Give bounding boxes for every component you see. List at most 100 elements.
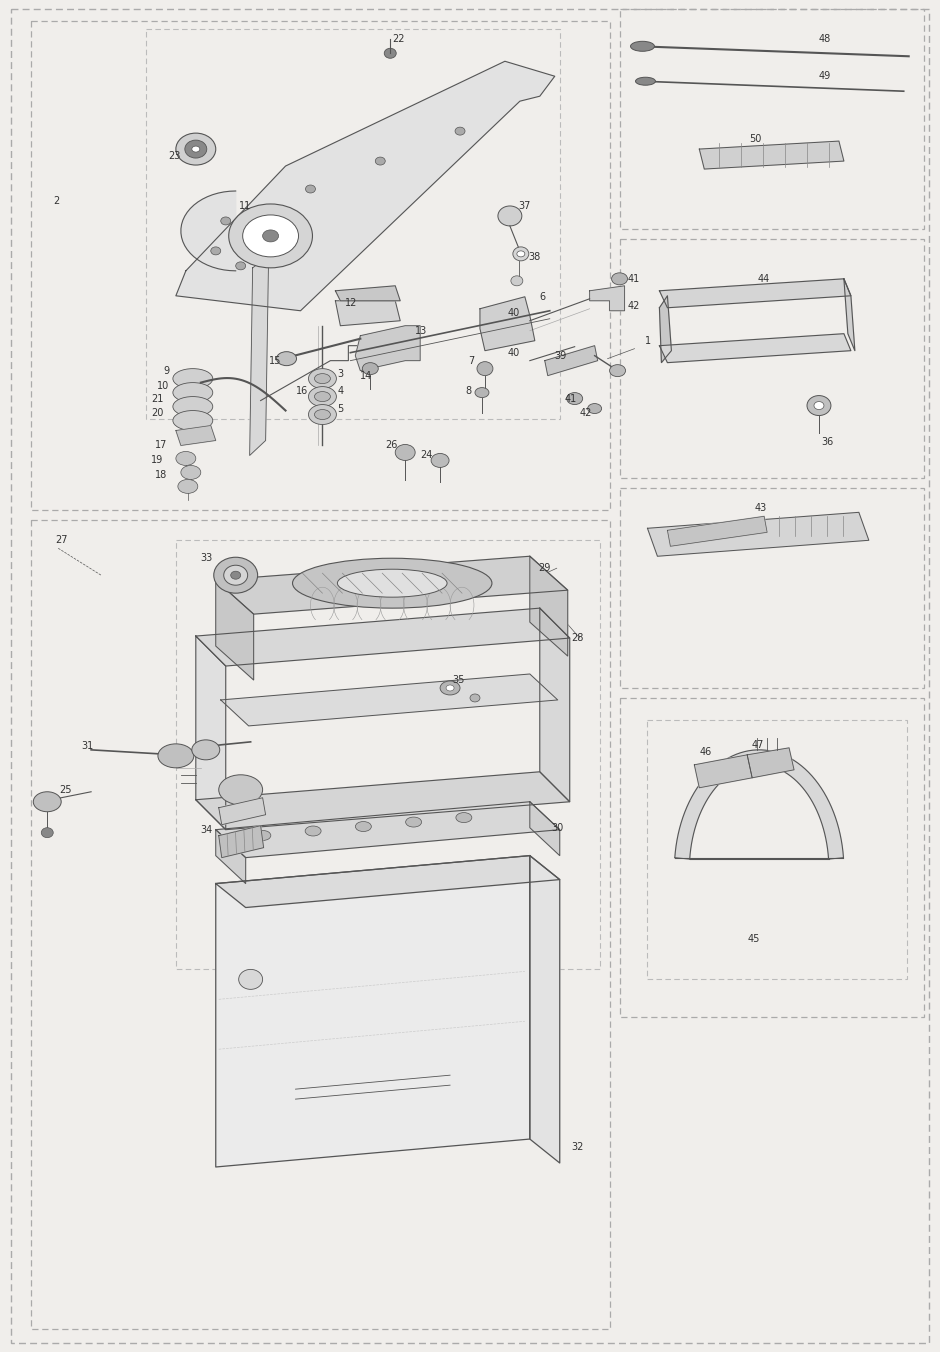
Text: 37: 37 [518, 201, 530, 211]
Text: 45: 45 [747, 934, 760, 945]
Text: 49: 49 [819, 72, 831, 81]
Bar [146, 30, 559, 419]
Text: 35: 35 [452, 675, 464, 685]
Text: 40: 40 [508, 308, 520, 318]
Ellipse shape [292, 558, 492, 608]
Bar [619, 698, 924, 1017]
Ellipse shape [362, 362, 378, 375]
Ellipse shape [306, 185, 316, 193]
Ellipse shape [211, 247, 221, 256]
Ellipse shape [178, 480, 197, 493]
Text: 14: 14 [360, 370, 372, 381]
Text: 42: 42 [580, 407, 592, 418]
Polygon shape [196, 772, 570, 830]
Text: 17: 17 [155, 441, 167, 450]
Text: 50: 50 [749, 134, 761, 145]
Text: 26: 26 [385, 441, 398, 450]
Polygon shape [216, 830, 245, 884]
Text: 11: 11 [239, 201, 251, 211]
Ellipse shape [213, 557, 258, 594]
Text: 5: 5 [337, 403, 344, 414]
Polygon shape [176, 61, 555, 311]
Ellipse shape [185, 141, 207, 158]
Ellipse shape [431, 453, 449, 468]
Ellipse shape [475, 388, 489, 397]
Polygon shape [660, 334, 851, 362]
Ellipse shape [228, 204, 312, 268]
Polygon shape [216, 556, 568, 614]
Ellipse shape [477, 361, 493, 376]
Polygon shape [589, 285, 624, 311]
Ellipse shape [375, 157, 385, 165]
Text: 31: 31 [81, 741, 93, 750]
Ellipse shape [337, 569, 447, 598]
Polygon shape [219, 826, 263, 857]
Ellipse shape [276, 352, 296, 365]
Text: 19: 19 [151, 456, 164, 465]
Text: 12: 12 [345, 297, 358, 308]
Text: 2: 2 [54, 196, 59, 206]
Text: 24: 24 [420, 450, 432, 461]
Ellipse shape [243, 215, 299, 257]
Text: 16: 16 [295, 385, 307, 396]
Ellipse shape [355, 822, 371, 831]
Ellipse shape [315, 373, 331, 384]
Ellipse shape [308, 387, 337, 407]
Text: 34: 34 [201, 825, 213, 834]
Ellipse shape [455, 127, 465, 135]
Polygon shape [695, 754, 752, 788]
Ellipse shape [440, 681, 460, 695]
Polygon shape [196, 608, 570, 667]
Text: 30: 30 [552, 822, 564, 833]
Text: 33: 33 [201, 553, 213, 564]
Ellipse shape [807, 396, 831, 415]
Ellipse shape [315, 410, 331, 419]
Text: 23: 23 [168, 151, 180, 161]
Text: 41: 41 [628, 274, 640, 284]
Polygon shape [336, 300, 400, 326]
Polygon shape [480, 297, 535, 350]
Ellipse shape [609, 365, 625, 377]
Text: 25: 25 [59, 784, 71, 795]
Text: 38: 38 [528, 251, 540, 262]
Polygon shape [180, 191, 236, 270]
Text: 15: 15 [269, 356, 281, 365]
Polygon shape [747, 748, 794, 777]
Bar [648, 719, 907, 979]
Polygon shape [250, 256, 269, 456]
Polygon shape [336, 285, 400, 300]
Polygon shape [540, 608, 570, 802]
Bar [176, 541, 600, 969]
Ellipse shape [239, 969, 262, 990]
Polygon shape [176, 426, 216, 445]
Ellipse shape [631, 42, 654, 51]
Ellipse shape [158, 744, 194, 768]
Bar [31, 22, 609, 510]
Polygon shape [530, 802, 559, 856]
Bar [31, 521, 609, 1329]
Polygon shape [530, 856, 559, 1163]
Ellipse shape [306, 826, 321, 836]
Ellipse shape [176, 132, 216, 165]
Bar [619, 488, 924, 688]
Ellipse shape [588, 403, 602, 414]
Ellipse shape [236, 262, 245, 270]
Ellipse shape [470, 694, 480, 702]
Text: 46: 46 [699, 746, 712, 757]
Polygon shape [196, 635, 226, 830]
Text: 9: 9 [163, 365, 169, 376]
Ellipse shape [173, 396, 212, 416]
Polygon shape [667, 516, 767, 546]
Polygon shape [219, 798, 266, 825]
Polygon shape [660, 296, 671, 362]
Text: 18: 18 [155, 470, 167, 480]
Text: 28: 28 [572, 633, 584, 644]
Ellipse shape [192, 146, 200, 151]
Ellipse shape [173, 383, 212, 403]
Ellipse shape [567, 392, 583, 404]
Text: 29: 29 [538, 564, 550, 573]
Ellipse shape [308, 404, 337, 425]
Ellipse shape [635, 77, 655, 85]
Text: 3: 3 [337, 369, 343, 379]
Ellipse shape [221, 216, 230, 224]
